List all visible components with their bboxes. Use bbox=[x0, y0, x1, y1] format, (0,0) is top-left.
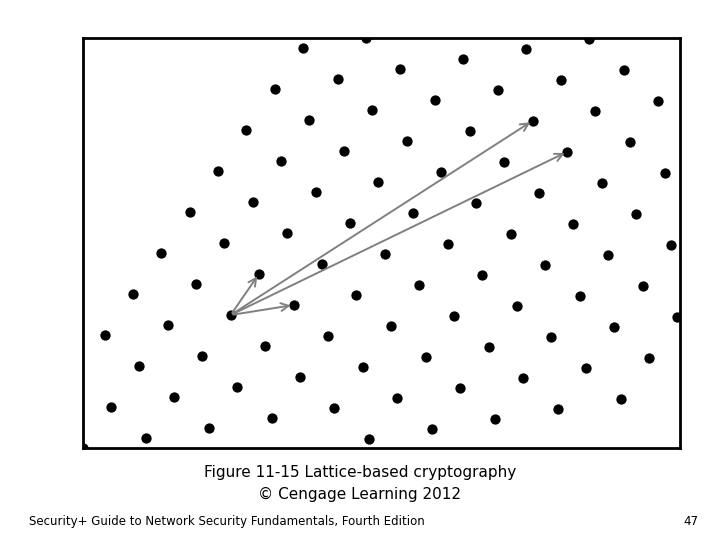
Point bbox=[282, 228, 293, 237]
Point bbox=[127, 290, 139, 299]
Point bbox=[395, 64, 406, 73]
Point bbox=[448, 312, 459, 320]
Point bbox=[505, 230, 516, 238]
Point bbox=[134, 362, 145, 370]
Point bbox=[555, 76, 567, 84]
Point bbox=[442, 240, 454, 248]
Point bbox=[259, 342, 271, 350]
Point bbox=[615, 395, 626, 403]
Point bbox=[596, 179, 608, 187]
Point bbox=[360, 33, 372, 42]
Point bbox=[618, 65, 629, 74]
Point bbox=[470, 199, 482, 207]
Text: 47: 47 bbox=[683, 515, 698, 528]
Point bbox=[140, 434, 151, 442]
Point bbox=[304, 116, 315, 124]
Point bbox=[379, 249, 390, 258]
Point bbox=[420, 353, 431, 361]
Point bbox=[552, 404, 564, 413]
Point bbox=[269, 85, 280, 93]
Point bbox=[247, 198, 258, 206]
Point bbox=[624, 138, 636, 146]
Text: © Cengage Learning 2012: © Cengage Learning 2012 bbox=[258, 487, 462, 502]
Point bbox=[454, 384, 466, 393]
Point bbox=[225, 310, 236, 319]
Point bbox=[297, 44, 309, 52]
Point bbox=[392, 394, 403, 402]
Point bbox=[373, 178, 384, 186]
Point bbox=[652, 97, 664, 105]
Point bbox=[413, 281, 425, 289]
Point bbox=[351, 291, 362, 299]
Point bbox=[672, 313, 683, 321]
Point bbox=[580, 363, 592, 372]
Point bbox=[583, 35, 595, 43]
Point bbox=[328, 404, 340, 413]
Point bbox=[190, 280, 202, 288]
Point bbox=[498, 158, 510, 166]
Point bbox=[483, 343, 495, 352]
Point bbox=[266, 414, 277, 422]
Point bbox=[212, 167, 224, 176]
Point bbox=[567, 220, 579, 228]
Point bbox=[323, 332, 334, 340]
Point bbox=[429, 96, 441, 104]
Point bbox=[518, 374, 529, 382]
Point bbox=[385, 322, 397, 330]
Point bbox=[464, 126, 475, 135]
Point bbox=[231, 383, 243, 391]
Point bbox=[426, 425, 438, 434]
Point bbox=[344, 219, 356, 227]
Point bbox=[310, 187, 321, 196]
Point bbox=[562, 147, 573, 156]
Point bbox=[366, 105, 378, 114]
Point bbox=[294, 373, 305, 381]
Point bbox=[240, 126, 252, 134]
Text: Security+ Guide to Network Security Fundamentals, Fourth Edition: Security+ Guide to Network Security Fund… bbox=[29, 515, 425, 528]
Point bbox=[533, 188, 544, 197]
Point bbox=[458, 55, 469, 63]
Point bbox=[357, 363, 369, 372]
Point bbox=[665, 240, 677, 249]
Point bbox=[162, 321, 174, 329]
Text: Figure 11-15 Lattice-based cryptography: Figure 11-15 Lattice-based cryptography bbox=[204, 465, 516, 480]
Point bbox=[203, 424, 215, 433]
Point bbox=[546, 333, 557, 341]
Point bbox=[659, 168, 670, 177]
Point bbox=[364, 435, 375, 443]
Point bbox=[408, 208, 419, 217]
Point bbox=[631, 210, 642, 218]
Point bbox=[527, 117, 539, 125]
Point bbox=[77, 444, 89, 453]
Point bbox=[197, 352, 208, 360]
Point bbox=[603, 251, 614, 259]
Point bbox=[637, 281, 649, 290]
Point bbox=[316, 260, 328, 268]
Point bbox=[332, 75, 343, 83]
Point bbox=[288, 301, 300, 309]
Point bbox=[184, 208, 196, 217]
Point bbox=[574, 292, 585, 300]
Point bbox=[156, 249, 167, 258]
Point bbox=[253, 269, 265, 278]
Point bbox=[401, 137, 413, 145]
Point bbox=[275, 157, 287, 165]
Point bbox=[492, 85, 504, 94]
Point bbox=[477, 271, 488, 279]
Point bbox=[608, 322, 620, 331]
Point bbox=[99, 331, 111, 340]
Point bbox=[489, 415, 500, 423]
Point bbox=[338, 146, 350, 155]
Point bbox=[590, 106, 601, 115]
Point bbox=[539, 261, 551, 269]
Point bbox=[168, 393, 180, 401]
Point bbox=[643, 354, 654, 362]
Point bbox=[521, 44, 532, 53]
Point bbox=[219, 239, 230, 247]
Point bbox=[105, 403, 117, 411]
Point bbox=[436, 167, 447, 176]
Point bbox=[511, 302, 523, 310]
